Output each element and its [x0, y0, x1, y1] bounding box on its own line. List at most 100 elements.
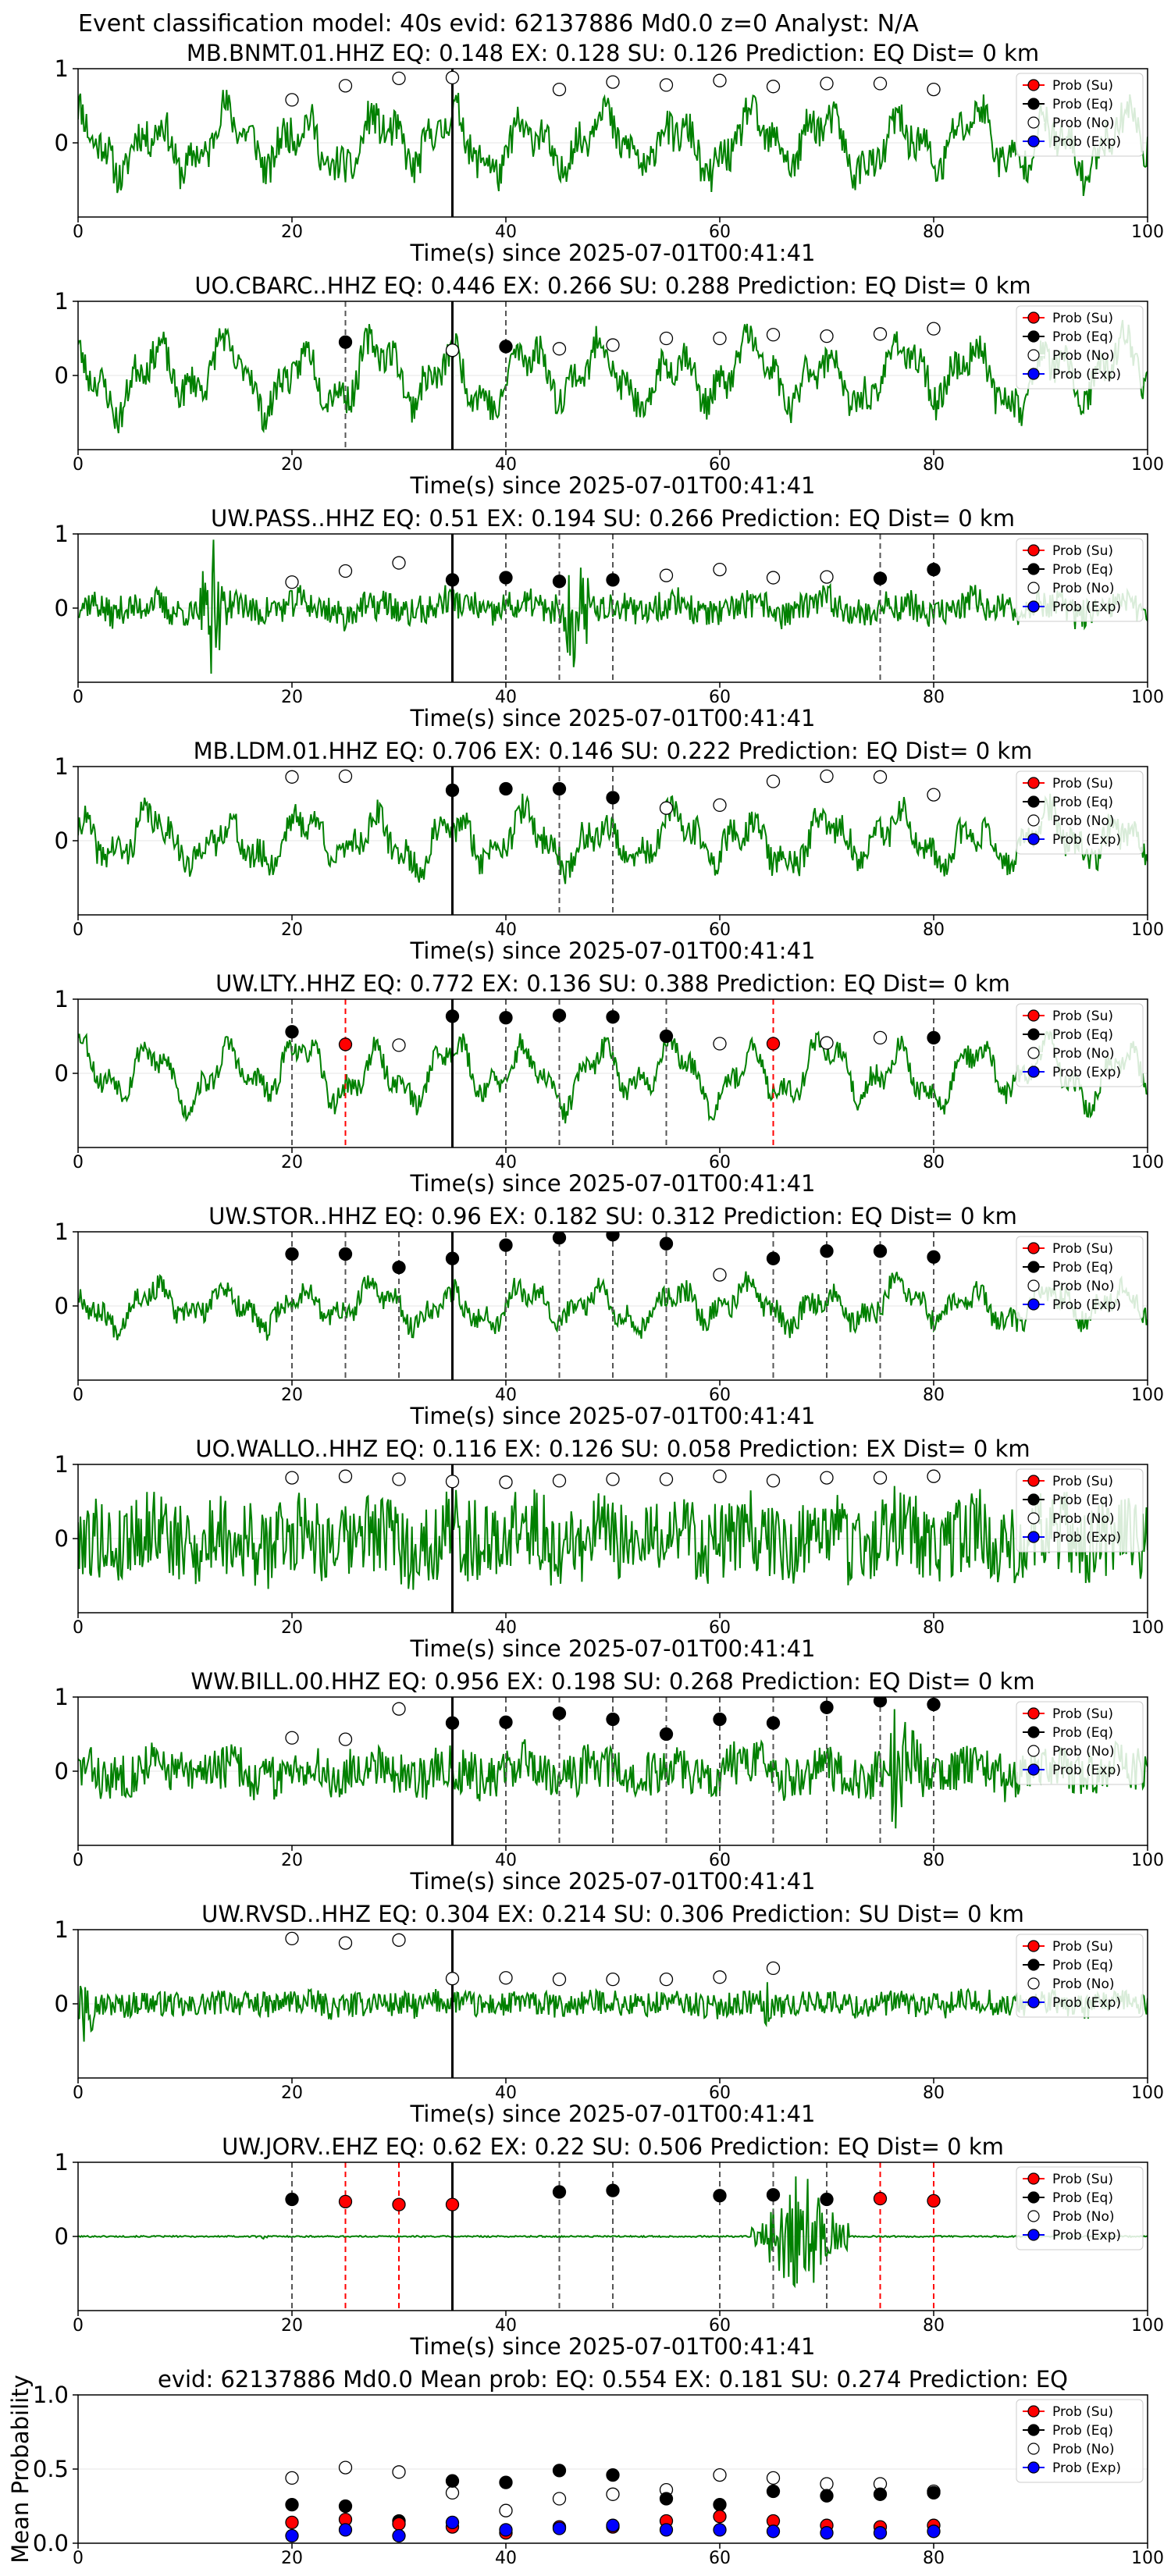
legend-box — [1016, 1701, 1144, 1785]
panel-1: UO.CBARC..HHZ EQ: 0.446 EX: 0.266 SU: 0.… — [55, 272, 1164, 499]
legend-marker-no — [1027, 349, 1040, 361]
prob-point-no — [873, 76, 888, 91]
x-tick-label: 100 — [1131, 920, 1164, 940]
prob-point-eq — [445, 1009, 460, 1023]
prob-point-eq — [820, 1700, 834, 1714]
panel-4: UW.LTY..HHZ EQ: 0.772 EX: 0.136 SU: 0.38… — [55, 970, 1164, 1197]
legend-marker-no — [1027, 582, 1040, 594]
mean-point-exp — [552, 2521, 567, 2535]
prob-point-eq — [285, 1247, 299, 1261]
mean-point-eq — [927, 2485, 941, 2500]
prob-point-eq — [445, 573, 460, 587]
x-tick-label: 80 — [923, 1386, 945, 1405]
legend-box — [1016, 770, 1144, 855]
x-tick-label: 100 — [1131, 1851, 1164, 1870]
prob-point-no — [873, 1030, 888, 1045]
mean-point-no — [499, 2503, 513, 2517]
x-tick-label: 40 — [495, 920, 517, 940]
legend: Prob (Su) Prob (Eq) Prob (No) Prob (Exp) — [1016, 2399, 1144, 2483]
x-tick-label: 40 — [495, 455, 517, 475]
prob-point-no — [392, 1933, 406, 1947]
x-tick-label: 20 — [281, 222, 303, 242]
prob-point-no — [552, 342, 567, 356]
mean-point-no — [285, 2471, 299, 2485]
prob-point-no — [499, 1971, 513, 1985]
legend-label-no: Prob (No) — [1052, 1046, 1115, 1062]
x-axis-label: Time(s) since 2025-07-01T00:41:41 — [410, 2101, 816, 2127]
legend-label-su: Prob (Su) — [1052, 1474, 1113, 1489]
mean-point-eq — [606, 2467, 620, 2482]
mean-point-eq — [499, 2475, 513, 2489]
prob-point-su — [338, 1037, 353, 1051]
legend-marker-su — [1027, 311, 1040, 324]
x-tick-label: 0 — [73, 222, 84, 242]
y-tick-label: 0 — [55, 827, 69, 854]
mean-point-exp — [285, 2528, 299, 2543]
prob-point-eq — [927, 1030, 941, 1045]
x-tick-label: 60 — [709, 455, 731, 475]
panel-title: UW.STOR..HHZ EQ: 0.96 EX: 0.182 SU: 0.31… — [208, 1203, 1017, 1229]
prob-point-no — [445, 1475, 460, 1489]
legend-box — [1016, 538, 1144, 622]
x-tick-label: 100 — [1131, 1386, 1164, 1405]
legend-label-su: Prob (Su) — [1052, 1241, 1113, 1257]
prob-point-no — [713, 798, 727, 813]
y-tick-label: 0.0 — [33, 2530, 69, 2556]
prob-point-no — [285, 93, 299, 107]
x-tick-label: 0 — [73, 688, 84, 707]
x-tick-label: 60 — [709, 920, 731, 940]
x-tick-label: 100 — [1131, 2083, 1164, 2103]
x-tick-label: 100 — [1131, 1153, 1164, 1172]
legend: Prob (Su) Prob (Eq) Prob (No) Prob (Exp) — [1016, 1468, 1144, 1553]
legend-label-exp: Prob (Exp) — [1052, 832, 1121, 848]
x-tick-label: 80 — [923, 920, 945, 940]
prob-point-no — [606, 338, 620, 352]
x-tick-label: 20 — [281, 688, 303, 707]
legend-label-su: Prob (Su) — [1052, 543, 1113, 559]
prob-point-eq — [659, 1029, 674, 1044]
prob-point-eq — [552, 575, 567, 589]
prob-point-eq — [499, 1011, 513, 1025]
prob-point-no — [659, 568, 674, 582]
legend-marker-eq — [1027, 1493, 1040, 1506]
legend-label-no: Prob (No) — [1052, 581, 1115, 596]
x-tick-label: 60 — [709, 222, 731, 242]
x-tick-label: 20 — [281, 1851, 303, 1870]
x-tick-label: 100 — [1131, 2316, 1164, 2336]
figure-title: Event classification model: 40s evid: 62… — [78, 10, 919, 37]
prob-point-eq — [820, 2192, 834, 2207]
prob-point-eq — [445, 1251, 460, 1265]
prob-point-eq — [873, 571, 888, 585]
prob-point-eq — [927, 1250, 941, 1264]
prob-point-no — [820, 329, 834, 343]
x-tick-label: 60 — [709, 2316, 731, 2336]
prob-point-no — [659, 801, 674, 815]
panel-title: UW.PASS..HHZ EQ: 0.51 EX: 0.194 SU: 0.26… — [211, 505, 1015, 532]
legend-box — [1016, 1003, 1144, 1087]
y-tick-label: 1 — [55, 1684, 69, 1710]
panel-8: UW.RVSD..HHZ EQ: 0.304 EX: 0.214 SU: 0.3… — [55, 1901, 1164, 2127]
prob-point-no — [766, 774, 781, 788]
legend-marker-exp — [1027, 135, 1040, 148]
x-tick-label: 0 — [73, 1153, 84, 1172]
prob-point-no — [713, 331, 727, 346]
mean-point-exp — [713, 2523, 727, 2537]
legend: Prob (Su) Prob (Eq) Prob (No) Prob (Exp) — [1016, 73, 1144, 157]
legend-marker-no — [1027, 1745, 1040, 1757]
waveform-trace — [78, 1709, 1148, 1829]
prob-point-no — [392, 556, 406, 570]
legend-marker-exp — [1027, 1298, 1040, 1311]
mean-point-exp — [766, 2524, 781, 2539]
x-tick-label: 60 — [709, 2083, 731, 2103]
prob-point-eq — [499, 1715, 513, 1729]
legend-box — [1016, 2166, 1144, 2250]
prob-point-eq — [552, 1009, 567, 1023]
legend-marker-exp — [1027, 368, 1040, 380]
x-tick-label: 60 — [709, 688, 731, 707]
x-tick-label: 20 — [281, 2549, 303, 2568]
prob-point-eq — [552, 2185, 567, 2199]
panel-title: MB.BNMT.01.HHZ EQ: 0.148 EX: 0.128 SU: 0… — [187, 40, 1039, 66]
prob-point-no — [285, 1931, 299, 1946]
prob-point-no — [499, 1475, 513, 1489]
mean-point-eq — [285, 2497, 299, 2512]
